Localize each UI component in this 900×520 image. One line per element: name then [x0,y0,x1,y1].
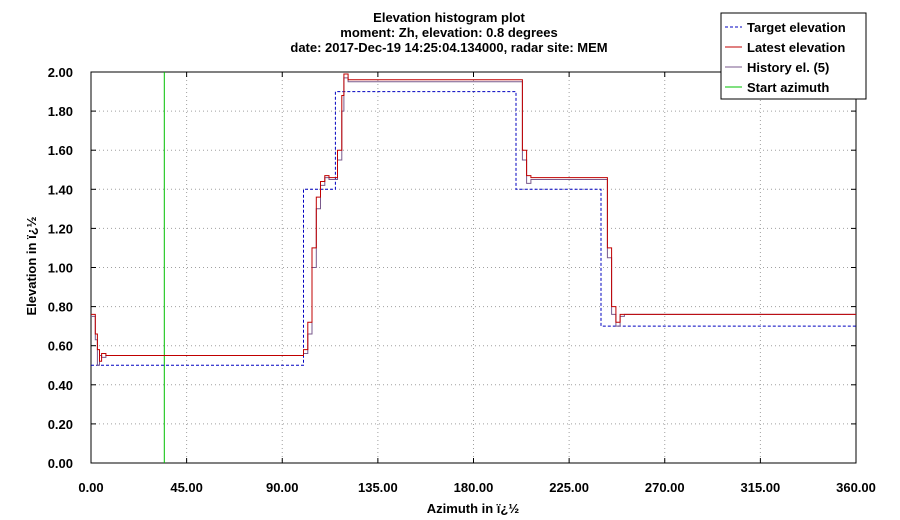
chart-title-line-2: moment: Zh, elevation: 0.8 degrees [340,25,557,40]
x-tick-label: 180.00 [454,480,494,495]
x-tick-label: 45.00 [170,480,203,495]
y-tick-label: 0.00 [48,456,73,471]
legend-box [720,12,867,100]
x-tick-label: 360.00 [836,480,876,495]
x-tick-label: 225.00 [549,480,589,495]
y-tick-label: 1.00 [48,261,73,276]
y-tick-label: 2.00 [48,65,73,80]
x-axis-ticks: 0.00 45.00 90.00 135.00 180.00 225.00 270.00 31… [78,72,876,495]
y-axis-ticks: 0.00 0.20 0.40 0.60 0.80 1.00 1.20 1.40 1.60 1.80… [48,65,856,471]
x-tick-label: 315.00 [740,480,780,495]
y-tick-label: 1.20 [48,221,73,236]
y-tick-label: 0.60 [48,339,73,354]
series-line-target-elevation [91,91,856,366]
grid-lines [90,71,857,464]
x-tick-label: 90.00 [266,480,299,495]
y-tick-label: 0.80 [48,300,73,315]
y-tick-label: 0.40 [48,378,73,393]
chart-title-line-1: Elevation histogram plot [373,10,525,25]
chart-title-line-3: date: 2017-Dec-19 14:25:04.134000, radar… [290,40,607,55]
x-axis-label: Azimuth in ï¿½ [427,501,520,516]
x-tick-label: 270.00 [645,480,685,495]
legend-label: Start azimuth [747,80,829,95]
legend-label: History el. (5) [747,60,829,75]
y-tick-label: 1.80 [48,104,73,119]
x-tick-label: 0.00 [78,480,103,495]
legend-label: Latest elevation [747,40,845,55]
x-tick-label: 135.00 [358,480,398,495]
series-line-history-el-5 [91,77,856,366]
y-tick-label: 0.20 [48,417,73,432]
chart-title: Elevation histogram plot moment: Zh, ele… [290,10,607,55]
y-axis-label: Elevation in ï¿½ [24,216,39,315]
series-lines [91,72,856,463]
legend: Target elevation Latest elevation History … [720,12,867,100]
y-tick-label: 1.40 [48,182,73,197]
y-tick-label: 1.60 [48,143,73,158]
series-line-latest-elevation [91,73,856,362]
legend-label: Target elevation [747,20,846,35]
